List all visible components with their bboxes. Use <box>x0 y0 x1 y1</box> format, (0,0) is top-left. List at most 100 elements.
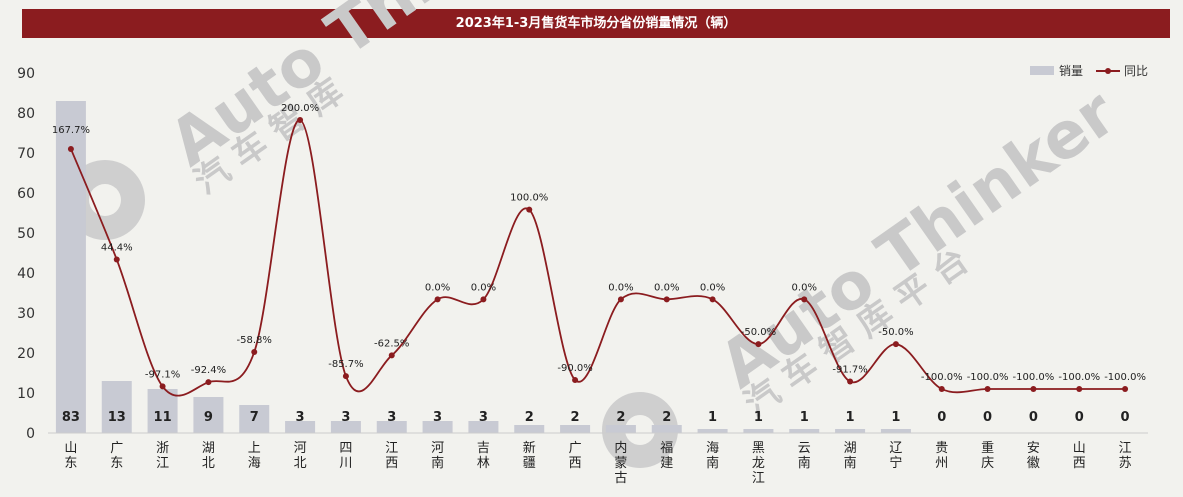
bar-value-label: 83 <box>62 410 80 425</box>
bar <box>422 421 453 433</box>
bar-value-label: 0 <box>1029 410 1038 425</box>
bar-value-label: 3 <box>479 410 488 425</box>
bar-value-label: 1 <box>708 410 717 425</box>
bar-value-label: 2 <box>525 410 534 425</box>
x-tick-label: 江苏 <box>1119 441 1132 471</box>
legend-swatch-marker <box>1105 68 1111 74</box>
bar-value-label: 9 <box>204 410 213 425</box>
bar <box>743 429 774 433</box>
bar-value-label: 1 <box>754 410 763 425</box>
y-tick-label: 30 <box>17 306 35 322</box>
yoy-label: -50.0% <box>741 327 776 338</box>
yoy-point <box>251 349 258 356</box>
yoy-point <box>159 383 166 390</box>
x-tick-label: 河南 <box>431 441 444 471</box>
yoy-label: 0.0% <box>471 282 496 293</box>
bar <box>514 425 545 433</box>
bar <box>193 397 224 433</box>
yoy-label: -100.0% <box>921 372 963 383</box>
x-axis: 山东 广东 浙江 湖北 上海 河北 四川 江西 河南 吉林 新疆 广西 内蒙古 福建 海南 黑龙江 云南 湖南 辽宁… <box>48 432 1148 486</box>
bar-value-label: 2 <box>616 410 625 425</box>
x-tick-label: 广西 <box>569 441 582 471</box>
bar-value-label: 0 <box>937 410 946 425</box>
x-tick-label: 河北 <box>294 441 307 471</box>
y-tick-label: 80 <box>17 106 35 122</box>
bar <box>605 425 636 433</box>
y-tick-label: 20 <box>17 346 35 362</box>
bar-value-label: 2 <box>571 410 580 425</box>
yoy-label: -85.7% <box>328 359 363 370</box>
yoy-point <box>892 341 899 348</box>
watermark-logo-eye <box>625 415 655 445</box>
yoy-label: -58.8% <box>237 335 272 346</box>
x-tick-label: 广东 <box>110 441 123 471</box>
legend-label-bar: 销量 <box>1059 64 1083 78</box>
x-tick-label: 贵州 <box>935 441 948 471</box>
bar-value-label: 0 <box>983 410 992 425</box>
bar <box>147 389 178 433</box>
bar-value-label: 11 <box>154 410 172 425</box>
yoy-point <box>801 296 808 303</box>
bar-value-label: 3 <box>433 410 442 425</box>
bar <box>101 381 132 433</box>
yoy-label: -92.4% <box>191 365 226 376</box>
x-tick-label: 辽宁 <box>889 441 902 471</box>
bar <box>697 429 728 433</box>
yoy-label: -50.0% <box>878 327 913 338</box>
x-tick-label: 云南 <box>798 441 811 471</box>
bar <box>239 405 270 433</box>
bar <box>789 429 820 433</box>
bar-value-label: 2 <box>662 410 671 425</box>
bar <box>468 421 499 433</box>
yoy-label: 0.0% <box>700 282 725 293</box>
bar-value-label: 3 <box>387 410 396 425</box>
x-tick-label: 重庆 <box>981 440 994 471</box>
yoy-point <box>847 378 854 385</box>
chart-title: 2023年1-3月售货车市场分省份销量情况（辆） <box>22 9 1170 38</box>
yoy-label: 167.7% <box>52 125 90 136</box>
yoy-point <box>1122 386 1129 392</box>
y-tick-label: 50 <box>17 226 35 242</box>
yoy-point <box>388 352 395 359</box>
legend: 销量 同比 <box>1030 64 1148 78</box>
yoy-line <box>70 119 1126 397</box>
yoy-point <box>342 373 349 380</box>
bar <box>285 421 316 433</box>
yoy-label: 44.4% <box>101 243 133 254</box>
y-tick-label: 90 <box>17 66 35 82</box>
yoy-point <box>434 296 441 303</box>
yoy-point <box>1076 386 1083 392</box>
yoy-point <box>113 256 120 263</box>
bar <box>651 425 682 433</box>
x-tick-label: 山西 <box>1073 441 1086 471</box>
yoy-label: -97.1% <box>145 369 180 380</box>
yoy-point <box>938 386 945 392</box>
y-tick-label: 40 <box>17 266 35 282</box>
yoy-point <box>755 341 762 348</box>
bar <box>55 101 86 433</box>
yoy-point <box>480 296 487 303</box>
yoy-label: -100.0% <box>967 372 1009 383</box>
yoy-label: -90.0% <box>557 363 592 374</box>
y-tick-label: 0 <box>26 426 35 442</box>
bar-value-label: 13 <box>108 410 126 425</box>
x-tick-label: 福建 <box>660 441 673 471</box>
yoy-point <box>984 386 991 392</box>
yoy-point <box>709 296 716 303</box>
bar-value-label: 1 <box>800 410 809 425</box>
yoy-label: -62.5% <box>374 338 409 349</box>
bar-series: 83 13 11 9 7 3 3 3 3 3 2 2 2 2 1 1 1 1 1 0 0 0 0 0 <box>55 101 1130 433</box>
x-tick-label: 吉林 <box>477 441 490 471</box>
y-tick-label: 10 <box>17 386 35 402</box>
legend-label-line: 同比 <box>1124 64 1148 78</box>
x-tick-label: 上海 <box>248 441 261 471</box>
y-tick-label: 70 <box>17 146 35 162</box>
x-tick-label: 新疆 <box>523 440 536 471</box>
yoy-point <box>526 206 533 213</box>
yoy-label: -100.0% <box>1013 372 1055 383</box>
yoy-label: -100.0% <box>1104 372 1146 383</box>
yoy-label: -100.0% <box>1058 372 1100 383</box>
yoy-label: 100.0% <box>510 193 548 204</box>
bar-value-label: 0 <box>1075 410 1084 425</box>
yoy-point <box>663 296 670 303</box>
